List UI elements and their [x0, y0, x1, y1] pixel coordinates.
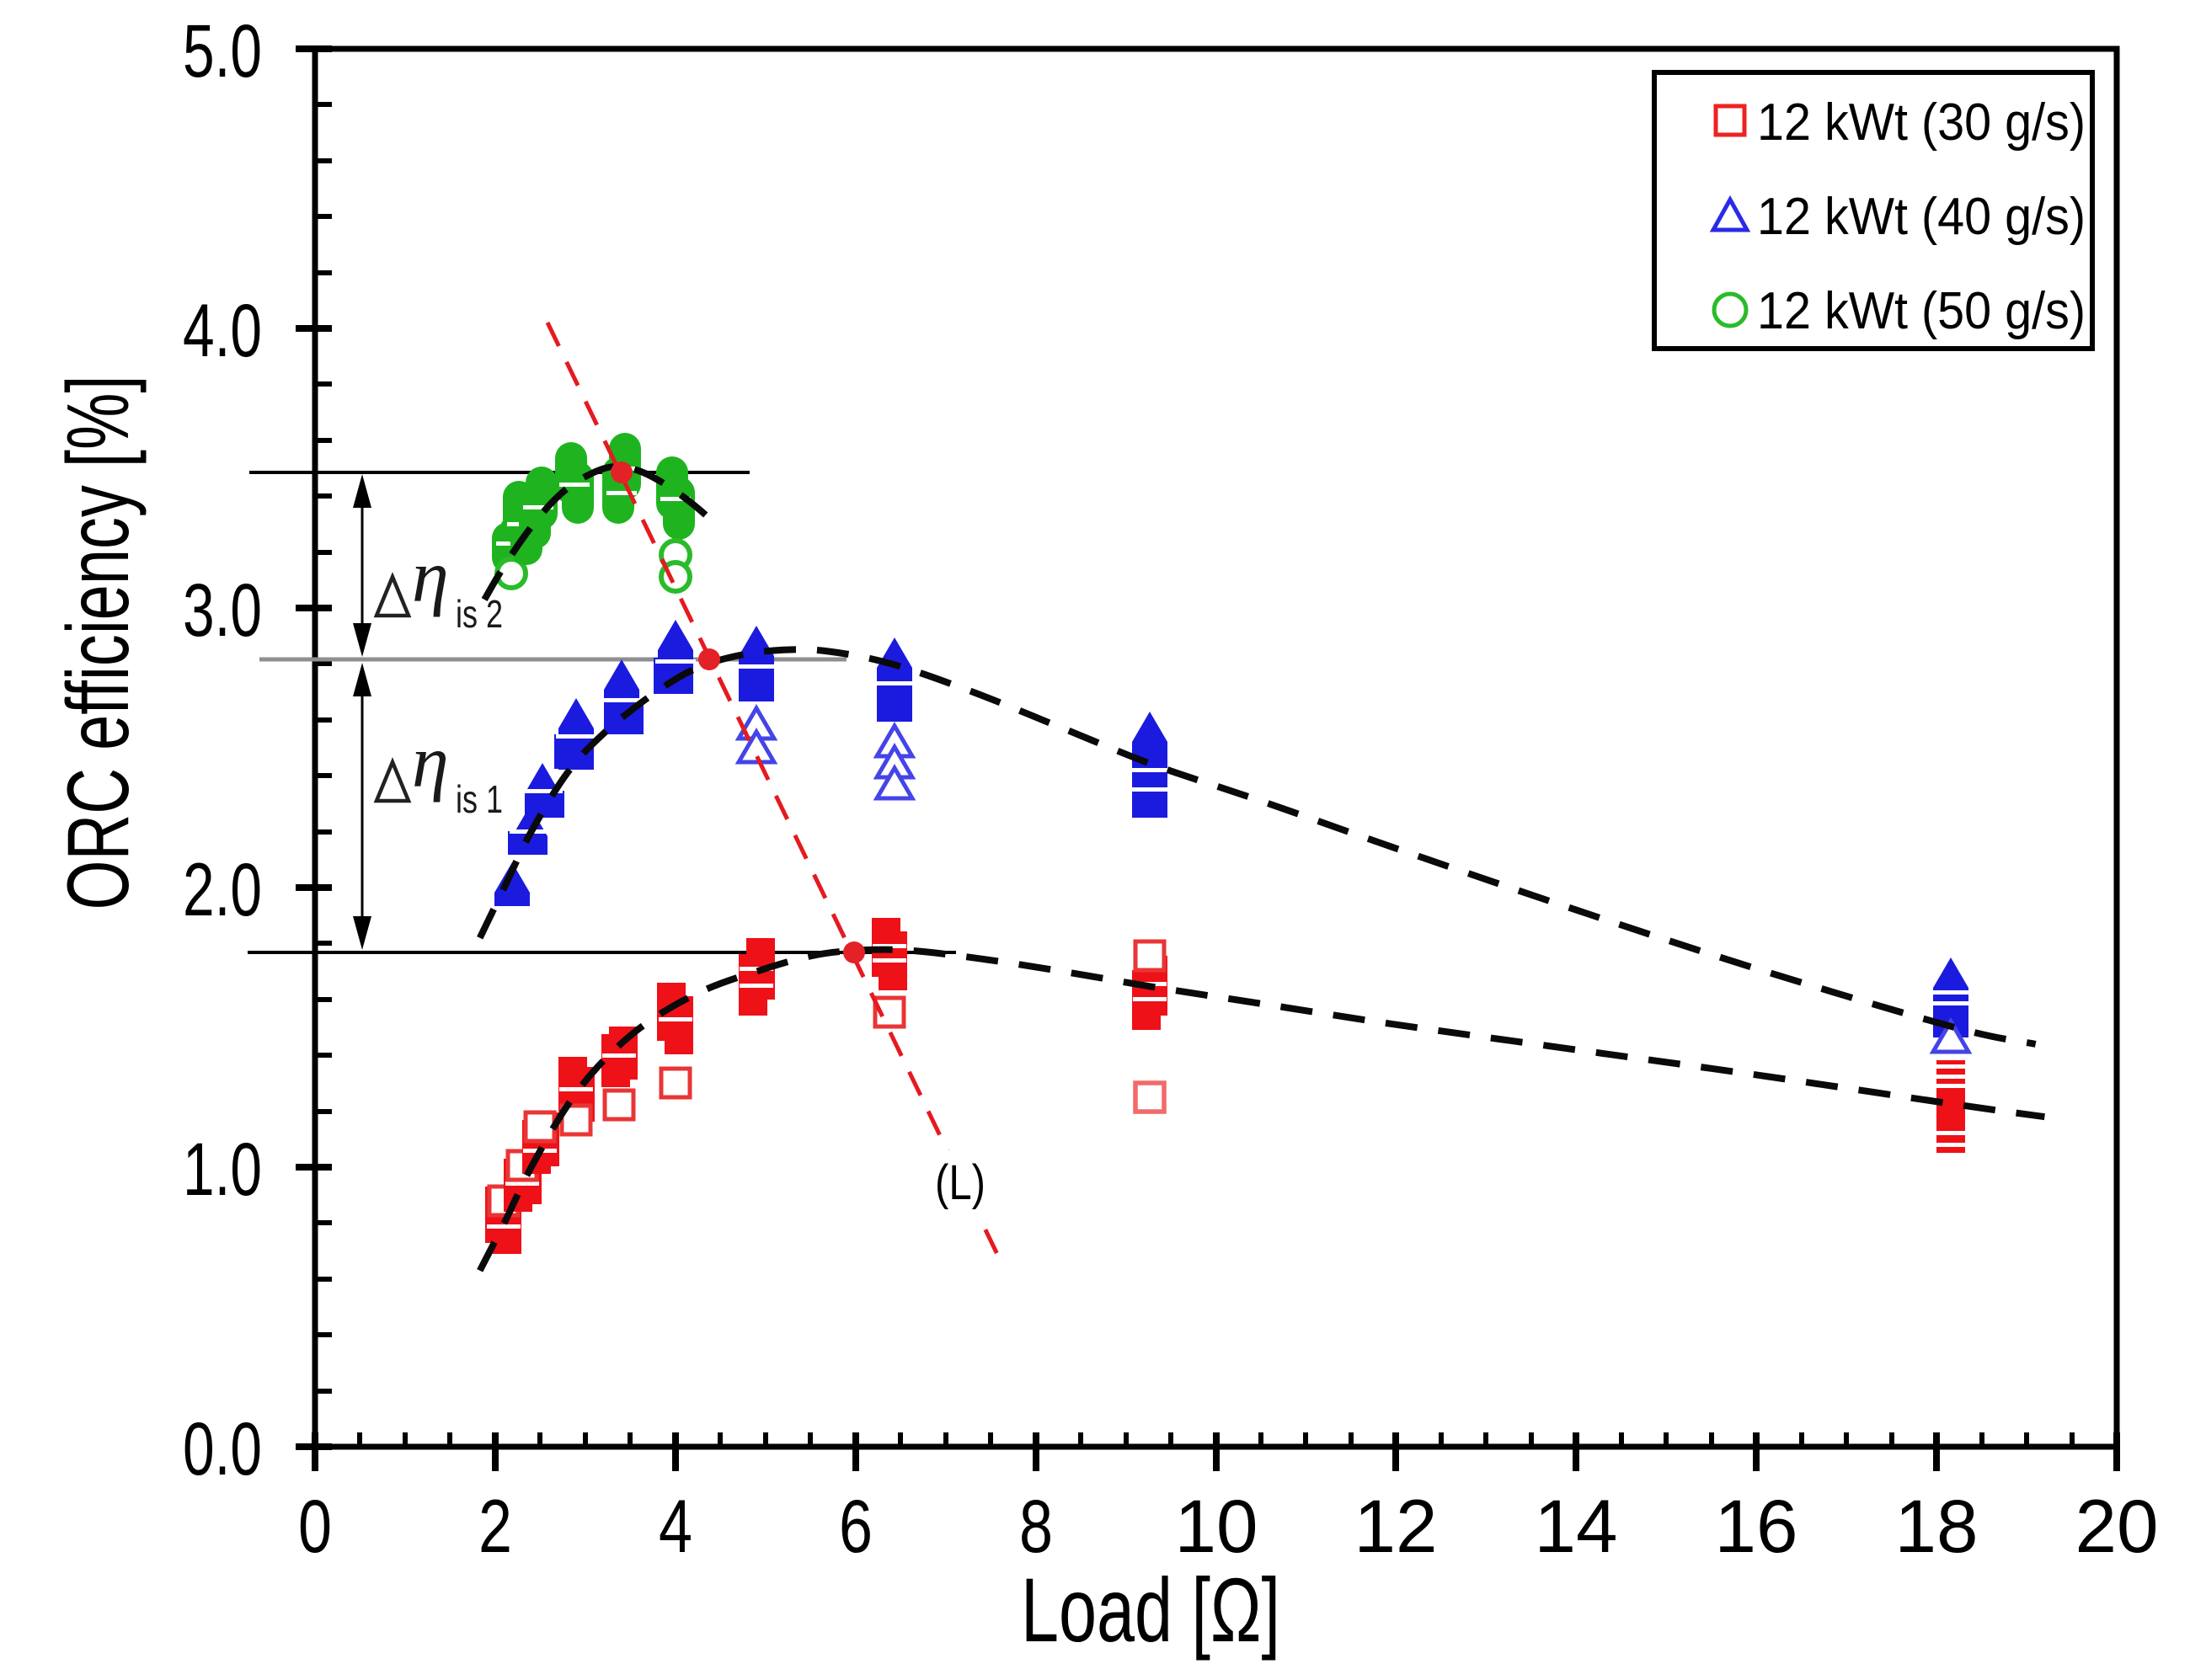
- svg-text:is 1: is 1: [456, 777, 503, 821]
- svg-text:η: η: [412, 722, 449, 803]
- svg-text:4.0: 4.0: [183, 288, 262, 372]
- svg-text:1.0: 1.0: [183, 1127, 262, 1211]
- svg-text:2.0: 2.0: [183, 847, 262, 931]
- svg-text:8: 8: [1019, 1484, 1053, 1568]
- svg-text:3.0: 3.0: [183, 568, 262, 652]
- svg-text:ORC efficiency [%]: ORC efficiency [%]: [50, 376, 147, 910]
- svg-text:18: 18: [1895, 1484, 1979, 1568]
- svg-text:12 kWt (50 g/s): 12 kWt (50 g/s): [1757, 282, 2086, 340]
- svg-text:is 2: is 2: [456, 592, 503, 636]
- svg-text:16: 16: [1715, 1484, 1798, 1568]
- svg-text:0: 0: [298, 1484, 332, 1568]
- svg-text:10: 10: [1175, 1484, 1258, 1568]
- svg-text:4: 4: [659, 1484, 692, 1568]
- svg-text:2: 2: [478, 1484, 512, 1568]
- svg-text:(L): (L): [935, 1155, 986, 1210]
- svg-text:η: η: [412, 536, 449, 618]
- svg-text:12: 12: [1354, 1484, 1438, 1568]
- svg-text:14: 14: [1535, 1484, 1618, 1568]
- svg-text:6: 6: [839, 1484, 873, 1568]
- svg-text:20: 20: [2075, 1484, 2159, 1568]
- svg-text:Load [Ω]: Load [Ω]: [1021, 1559, 1280, 1661]
- svg-text:5.0: 5.0: [183, 8, 262, 93]
- svg-text:0.0: 0.0: [183, 1406, 262, 1491]
- svg-text:12 kWt (40 g/s): 12 kWt (40 g/s): [1757, 188, 2086, 246]
- svg-text:12 kWt (30 g/s): 12 kWt (30 g/s): [1757, 93, 2086, 152]
